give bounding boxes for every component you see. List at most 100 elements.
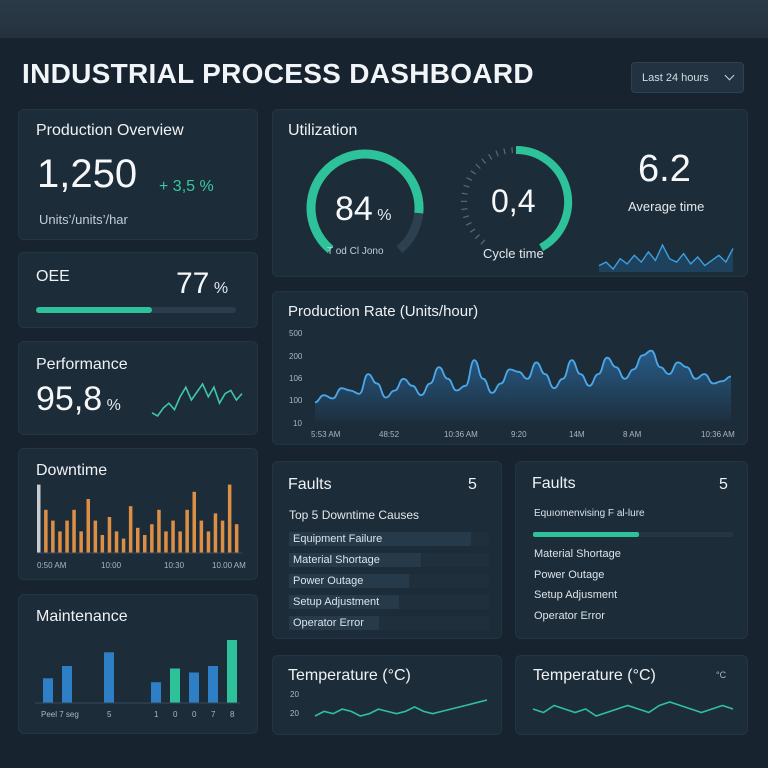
downtime-bar [199,520,204,553]
downtime-bar [58,531,62,553]
gauge-tick [470,170,477,175]
fault-bar-track [471,532,489,546]
y-tick: 20 [290,690,299,699]
downtime-bar [72,509,76,553]
fault-item: Power Outage [293,575,364,587]
maintenance-bar-chart [35,640,240,704]
downtime-bar [220,520,225,553]
card-title: Performance [36,356,128,373]
fault-item: Material Shortage [293,554,380,566]
downtime-bar [121,538,126,553]
maintenance-bar [43,678,53,703]
downtime-bar [164,531,168,553]
downtime-bar [178,531,182,553]
maintenance-tick: Peel 7 seg [41,710,79,719]
gauge-tick [488,154,493,160]
fault-item: Equıomenvising F al-lure [534,508,645,519]
maintenance-tick: 1 [154,710,159,719]
y-tick: 500 [289,329,303,338]
page-title: INDUSTRIAL PROCESS DASHBOARD [22,58,534,89]
average-time-sparkline [598,243,734,272]
time-range-value: Last 24 hours [642,71,709,84]
maintenance-bar [151,682,161,703]
downtime-bar [171,520,175,553]
performance-unit: % [106,397,121,414]
production-rate-card: Production Rate (Units/hour) 500 200 106… [272,291,748,445]
temperature-line-chart [532,701,734,717]
production-change: + 3,5 % [159,178,214,195]
gauge-fill [306,149,424,254]
maintenance-tick: 0 [192,710,197,719]
card-title: Temperature (°C) [288,667,411,684]
fault-bar [289,616,379,630]
card-title: Faults [288,476,332,493]
maintenance-bar [189,672,199,703]
oee-progress-track [36,307,236,313]
x-tick: 48:52 [379,430,400,439]
gauge-tick [463,215,470,219]
sparkline-line [598,243,734,271]
faults-subtitle: Top 5 Downtime Causes [289,508,420,522]
downtime-bar [128,506,133,553]
gauge-tick [511,147,513,154]
gauge-tick [463,184,470,188]
downtime-bar [206,531,211,553]
time-range-select[interactable]: Last 24 hours [631,62,744,93]
gauge-tick [466,177,473,181]
utilization-gauge [306,149,424,254]
fault-bar-track [379,616,489,630]
downtime-bar [157,509,161,553]
oee-value: 77 [176,267,210,300]
fault-item: Operator Error [293,617,364,629]
x-tick: 5:53 AM [311,430,341,439]
maintenance-bar [104,652,114,703]
fault-bar-track [399,595,489,609]
downtime-bar [114,531,119,553]
downtime-bar [37,484,41,553]
gauge-fill [515,145,573,252]
utilization-caption: T od Cl Jono [327,246,384,257]
downtime-tick: 10:30 [164,561,185,570]
sparkline-area [599,245,733,272]
downtime-bar [185,509,189,553]
downtime-bar [192,491,196,553]
production-value: 1,250 [37,152,138,196]
chart-title: Production Rate (Units/hour) [288,303,479,320]
card-title: Utilization [288,122,358,139]
maintenance-bar [208,666,218,703]
oee-unit: % [213,280,229,297]
downtime-tick: 0:50 AM [37,561,67,570]
y-tick: 106 [289,374,303,383]
oee-progress-fill [36,307,152,313]
performance-value-group: 95,8 % [36,380,121,419]
downtime-bar [44,509,48,553]
x-tick: 10:36 AM [444,430,478,439]
faults-card: Faults 5 Top 5 Downtime Causes Equipment… [272,461,502,639]
card-title: Downtime [36,462,108,479]
gauge-tick [481,158,487,164]
production-rate-area [315,350,731,421]
x-tick: 14M [569,430,585,439]
performance-line [151,382,243,418]
downtime-bar [234,524,239,553]
gauge-tick [461,208,468,211]
maintenance-bar [62,666,72,703]
cycle-time-gauge [461,145,573,252]
temperature-line-chart [314,699,488,717]
utilization-value: 84 [335,190,373,228]
y-tick: 20 [290,709,299,718]
oee-value-group: 77 % [176,267,228,301]
fault-item: Material Shortage [534,548,621,560]
gauge-tick [475,163,481,169]
top-bar [0,0,768,38]
production-overview-card: Production Overview 1,250 + 3,5 % Units’… [18,109,258,240]
performance-card: Performance 95,8 % [18,341,258,435]
performance-value: 95,8 [36,380,103,418]
cycle-time-value: 0,4 [491,183,536,219]
downtime-bar-chart [37,484,242,554]
downtime-bar [51,520,55,553]
downtime-bar [150,524,154,553]
downtime-bar [136,527,140,553]
downtime-card: Downtime 0:50 AM 10:00 10:30 10.00 AM [18,448,258,580]
downtime-bar [86,499,90,553]
